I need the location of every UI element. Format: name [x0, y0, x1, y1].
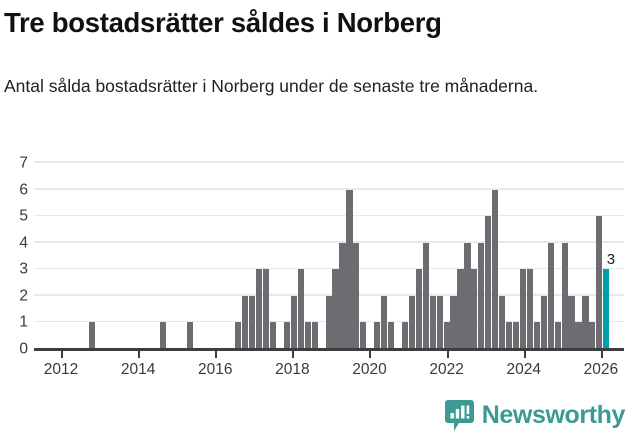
bar[interactable]: [492, 189, 499, 349]
bar[interactable]: [242, 295, 249, 349]
x-tick: [369, 350, 372, 358]
bar[interactable]: [506, 322, 513, 349]
y-tick-label: 5: [19, 207, 28, 225]
bar[interactable]: [478, 242, 485, 349]
bar[interactable]: [332, 269, 339, 349]
bar-chart-speech-bubble-icon: [444, 400, 474, 431]
newsworthy-logo[interactable]: Newsworthy: [444, 400, 626, 431]
x-tick: [523, 350, 526, 358]
y-tick-label: 1: [19, 313, 28, 331]
gridline: [34, 294, 624, 296]
bar[interactable]: [582, 295, 589, 349]
bar[interactable]: [346, 189, 353, 349]
gridline: [34, 241, 624, 243]
bar[interactable]: [304, 322, 311, 349]
x-tick: [60, 350, 63, 358]
x-tick-label: 2012: [43, 361, 79, 378]
bar-value-label: 3: [606, 251, 616, 269]
x-tick: [138, 350, 141, 358]
y-tick-label: 7: [19, 154, 28, 172]
bar[interactable]: [381, 295, 388, 349]
bar[interactable]: [575, 322, 582, 349]
bar[interactable]: [436, 295, 443, 349]
bar[interactable]: [270, 322, 277, 349]
y-tick-label: 6: [19, 180, 28, 198]
bar[interactable]: [290, 295, 297, 349]
x-tick: [446, 350, 449, 358]
bar[interactable]: [297, 269, 304, 349]
x-tick-label: 2020: [352, 361, 387, 378]
bar-highlight[interactable]: [603, 269, 610, 349]
page-title: Tre bostadsrätter såldes i Norberg: [4, 7, 442, 38]
bar[interactable]: [160, 322, 167, 349]
bar[interactable]: [374, 322, 381, 349]
bar[interactable]: [526, 269, 533, 349]
bar[interactable]: [547, 242, 554, 349]
gridline: [34, 267, 624, 270]
bar[interactable]: [187, 322, 194, 349]
bar[interactable]: [499, 295, 506, 349]
bar[interactable]: [554, 322, 561, 349]
bar[interactable]: [88, 322, 95, 349]
x-tick: [600, 350, 603, 358]
plot-area: 3: [34, 161, 624, 349]
bar[interactable]: [388, 322, 395, 349]
bar[interactable]: [512, 322, 520, 349]
bar[interactable]: [457, 269, 464, 349]
bar[interactable]: [596, 216, 603, 349]
x-tick: [215, 350, 218, 358]
y-tick-label: 3: [19, 260, 28, 278]
gridline: [34, 214, 624, 217]
page-subtitle: Antal sålda bostadsrätter i Norberg unde…: [4, 76, 539, 96]
bar[interactable]: [450, 295, 457, 349]
bar[interactable]: [339, 242, 346, 349]
bar[interactable]: [533, 322, 540, 349]
bar[interactable]: [249, 295, 256, 349]
bar[interactable]: [235, 322, 242, 349]
bar[interactable]: [471, 269, 478, 349]
x-tick-label: 2022: [429, 361, 464, 378]
bar[interactable]: [422, 242, 429, 349]
x-tick-label: 2018: [275, 361, 310, 378]
bar[interactable]: [443, 322, 450, 349]
brand-name: Newsworthy: [481, 401, 626, 429]
bar[interactable]: [263, 269, 270, 349]
bar[interactable]: [561, 242, 568, 349]
x-tick-label: 2024: [506, 361, 541, 378]
y-tick-label: 0: [19, 340, 28, 358]
y-tick-label: 4: [19, 233, 28, 251]
bar[interactable]: [256, 269, 263, 349]
bar[interactable]: [283, 322, 291, 349]
y-axis-labels: 0 1 2 3 4 5 6 7: [0, 155, 28, 356]
bar[interactable]: [325, 295, 332, 349]
bar[interactable]: [353, 242, 360, 349]
gridline: [34, 161, 624, 163]
x-tick-label: 2016: [197, 361, 233, 378]
bar[interactable]: [540, 295, 547, 349]
x-tick-label: 2014: [120, 361, 156, 378]
bar[interactable]: [311, 322, 318, 349]
bar[interactable]: [519, 269, 527, 349]
bar[interactable]: [568, 295, 575, 349]
x-tick: [292, 350, 295, 358]
gridline: [34, 187, 624, 190]
bar[interactable]: [485, 216, 492, 349]
bar[interactable]: [429, 295, 436, 349]
y-tick-label: 2: [19, 287, 28, 305]
bar[interactable]: [401, 322, 409, 349]
bar[interactable]: [464, 242, 471, 349]
x-axis-line: [34, 348, 624, 351]
bar[interactable]: [415, 269, 422, 349]
chart-footer: Newsworthy: [0, 398, 631, 439]
bar[interactable]: [360, 322, 367, 349]
bar[interactable]: [408, 295, 415, 349]
x-tick-label: 2026: [583, 361, 619, 378]
bar-chart: 0 1 2 3 4 5 6 7 3 2012 2014 2016 2018 2020 2022 2024 2…: [0, 150, 631, 390]
bar[interactable]: [589, 322, 596, 349]
